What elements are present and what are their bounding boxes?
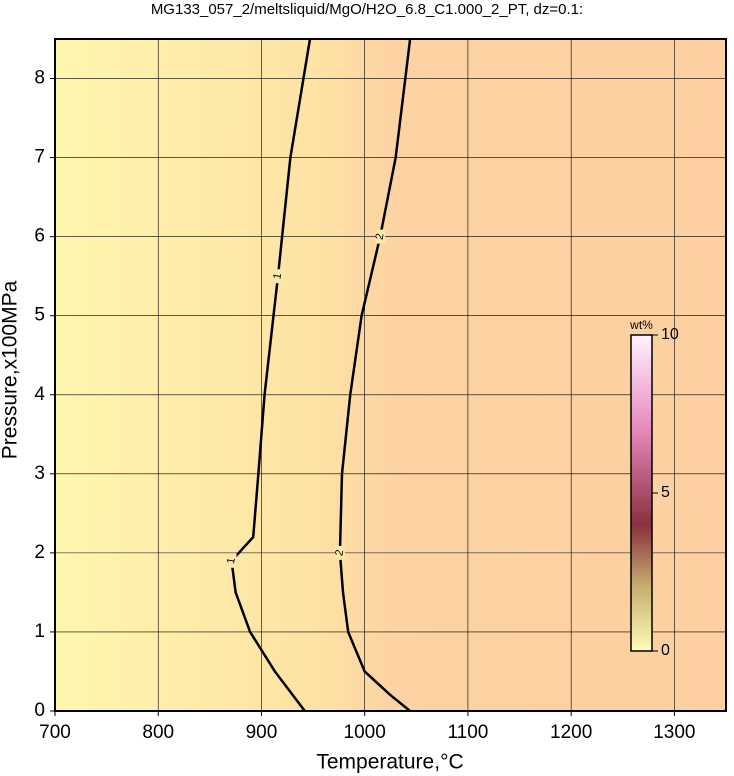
y-tick-label: 7 xyxy=(34,147,45,168)
colorbar xyxy=(630,334,653,652)
x-tick-label: 1300 xyxy=(653,722,695,743)
colorbar-tick-label: 10 xyxy=(661,326,679,343)
x-axis-label: Temperature,°C xyxy=(316,751,463,774)
y-axis-label: Pressure,x100MPa xyxy=(0,280,22,459)
contour-label: 1 xyxy=(225,557,238,565)
x-tick-label: 800 xyxy=(142,722,174,743)
chart-title: MG133_057_2/meltsliquid/MgO/H2O_6.8_C1.0… xyxy=(151,1,583,18)
y-tick-label: 8 xyxy=(34,68,45,89)
x-tick-label: 1000 xyxy=(344,722,386,743)
contour-label: 2 xyxy=(333,549,346,557)
y-tick-label: 4 xyxy=(34,384,45,405)
x-tick-label: 1100 xyxy=(447,722,488,743)
plot-frame xyxy=(54,38,727,712)
contour-label-bg xyxy=(334,545,345,560)
contour-label-bg xyxy=(226,553,237,568)
contour-label: 2 xyxy=(374,233,387,241)
x-tick-label: 1200 xyxy=(550,722,592,743)
y-tick-label: 5 xyxy=(34,305,45,326)
y-tick-label: 1 xyxy=(34,621,45,642)
colorbar-label: wt% xyxy=(629,318,653,332)
contour-label-bg xyxy=(272,269,283,284)
contour-line xyxy=(338,38,412,712)
contour-label: 1 xyxy=(271,272,284,280)
plot-background xyxy=(55,39,726,711)
y-tick-label: 2 xyxy=(34,542,45,563)
x-tick-label: 900 xyxy=(246,722,278,743)
y-tick-label: 3 xyxy=(34,463,45,484)
y-tick-label: 6 xyxy=(34,226,45,247)
colorbar-tick-label: 5 xyxy=(661,484,670,501)
colorbar-tick-label: 0 xyxy=(661,642,670,659)
contour-label-bg xyxy=(375,229,386,244)
x-tick-label: 700 xyxy=(39,722,71,743)
contour-line xyxy=(230,38,312,712)
y-tick-label: 0 xyxy=(34,700,45,721)
